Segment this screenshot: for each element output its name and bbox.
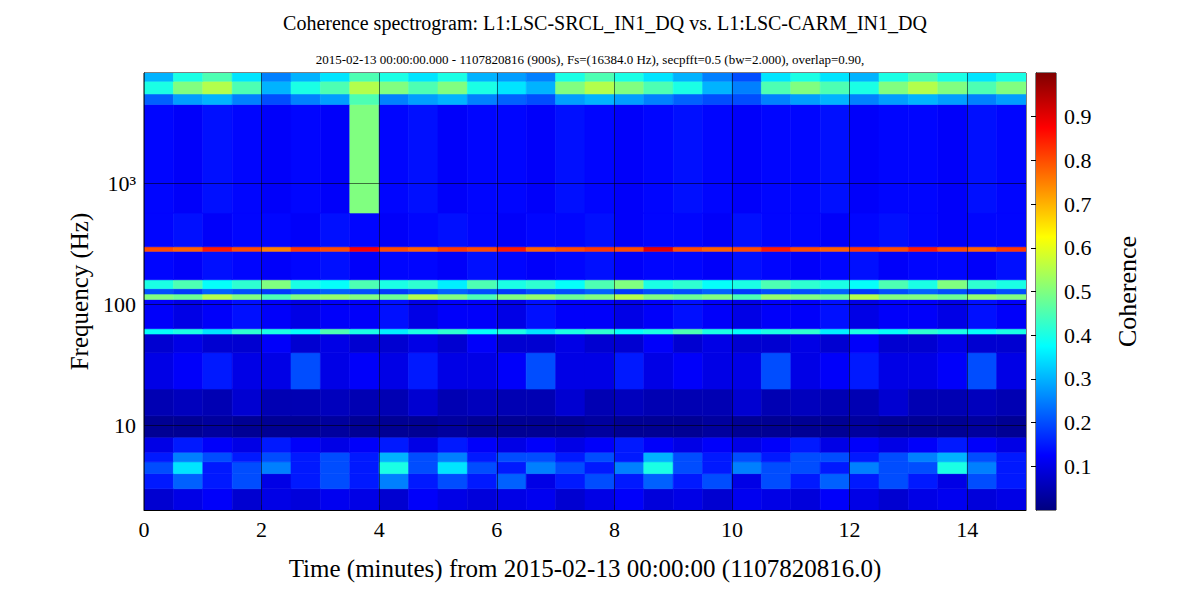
- svg-text:4: 4: [374, 517, 385, 542]
- svg-text:100: 100: [103, 292, 136, 317]
- svg-text:2: 2: [256, 517, 267, 542]
- svg-text:14: 14: [956, 517, 978, 542]
- svg-text:0.6: 0.6: [1064, 235, 1092, 260]
- svg-text:12: 12: [839, 517, 861, 542]
- svg-text:Time (minutes) from 2015-02-13: Time (minutes) from 2015-02-13 00:00:00 …: [289, 555, 882, 583]
- svg-text:10: 10: [721, 517, 743, 542]
- svg-text:6: 6: [491, 517, 502, 542]
- svg-text:Coherence spectrogram: L1:LSC-: Coherence spectrogram: L1:LSC-SRCL_IN1_D…: [283, 12, 927, 35]
- svg-text:10: 10: [114, 413, 136, 438]
- svg-text:0.1: 0.1: [1064, 454, 1092, 479]
- svg-text:Coherence: Coherence: [1113, 236, 1142, 347]
- svg-text:0.8: 0.8: [1064, 148, 1092, 173]
- svg-text:Frequency (Hz): Frequency (Hz): [66, 213, 94, 371]
- svg-text:0.4: 0.4: [1064, 323, 1092, 348]
- svg-text:0: 0: [139, 517, 150, 542]
- svg-text:10³: 10³: [107, 171, 136, 196]
- svg-text:0.5: 0.5: [1064, 279, 1092, 304]
- svg-text:0.3: 0.3: [1064, 366, 1092, 391]
- svg-text:0.2: 0.2: [1064, 410, 1092, 435]
- svg-text:0.7: 0.7: [1064, 192, 1092, 217]
- svg-text:0.9: 0.9: [1064, 104, 1092, 129]
- svg-text:2015-02-13 00:00:00.000 - 1107: 2015-02-13 00:00:00.000 - 1107820816 (90…: [316, 52, 865, 67]
- svg-text:8: 8: [609, 517, 620, 542]
